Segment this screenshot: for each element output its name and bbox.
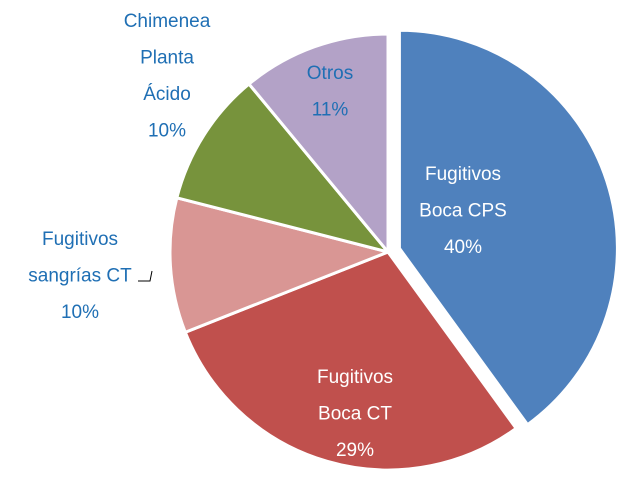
value-label: 29% xyxy=(336,440,374,461)
value-label: 11% xyxy=(312,100,349,121)
slice-label: Fugitivos Boca CPS xyxy=(419,164,507,222)
label-line: Ácido xyxy=(143,84,191,105)
label-line: Chimenea xyxy=(124,11,211,32)
label-line: Boca CPS xyxy=(419,201,507,222)
label-line: Fugitivos xyxy=(317,367,393,388)
pie-slice xyxy=(397,28,619,427)
label-line: Fugitivos xyxy=(42,229,118,250)
label-line: Otros xyxy=(307,63,353,84)
leader-line xyxy=(138,270,153,282)
slice-label: Chimenea Planta Ácido xyxy=(124,11,211,105)
value-label: 10% xyxy=(61,302,99,323)
slice-label: Otros xyxy=(307,63,353,84)
label-line: Boca CT xyxy=(318,404,392,425)
pie-slice xyxy=(246,32,390,257)
label-line: Fugitivos xyxy=(425,164,501,185)
pie-slice xyxy=(183,250,519,472)
value-label: 40% xyxy=(444,237,482,258)
label-line: Planta xyxy=(140,48,194,69)
slice-label: Fugitivos sangrías CT xyxy=(28,229,132,287)
slice-label: Fugitivos Boca CT xyxy=(317,367,393,425)
pie-slice xyxy=(175,81,393,255)
label-line: sangrías CT xyxy=(28,266,132,287)
value-label: 10% xyxy=(148,121,186,142)
pie-slice xyxy=(168,195,393,335)
